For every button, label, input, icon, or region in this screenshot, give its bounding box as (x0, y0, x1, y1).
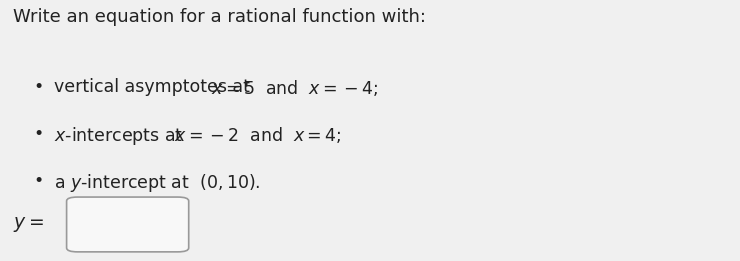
Text: $x = -2$  and  $x = 4;$: $x = -2$ and $x = 4;$ (174, 125, 342, 145)
Text: •: • (33, 172, 44, 190)
Text: •: • (33, 125, 44, 143)
Text: $x = 5$  and  $x = -4;$: $x = 5$ and $x = -4;$ (211, 78, 379, 98)
Text: vertical asymptotes at: vertical asymptotes at (54, 78, 250, 96)
Text: •: • (33, 78, 44, 96)
Text: Write an equation for a rational function with:: Write an equation for a rational functio… (13, 8, 426, 26)
Text: a $y$-intercept at  $(0, 10).$: a $y$-intercept at $(0, 10).$ (54, 172, 260, 194)
Text: $x$-intercepts at: $x$-intercepts at (54, 125, 184, 147)
Text: $y =$: $y =$ (13, 215, 44, 234)
FancyBboxPatch shape (67, 197, 189, 252)
